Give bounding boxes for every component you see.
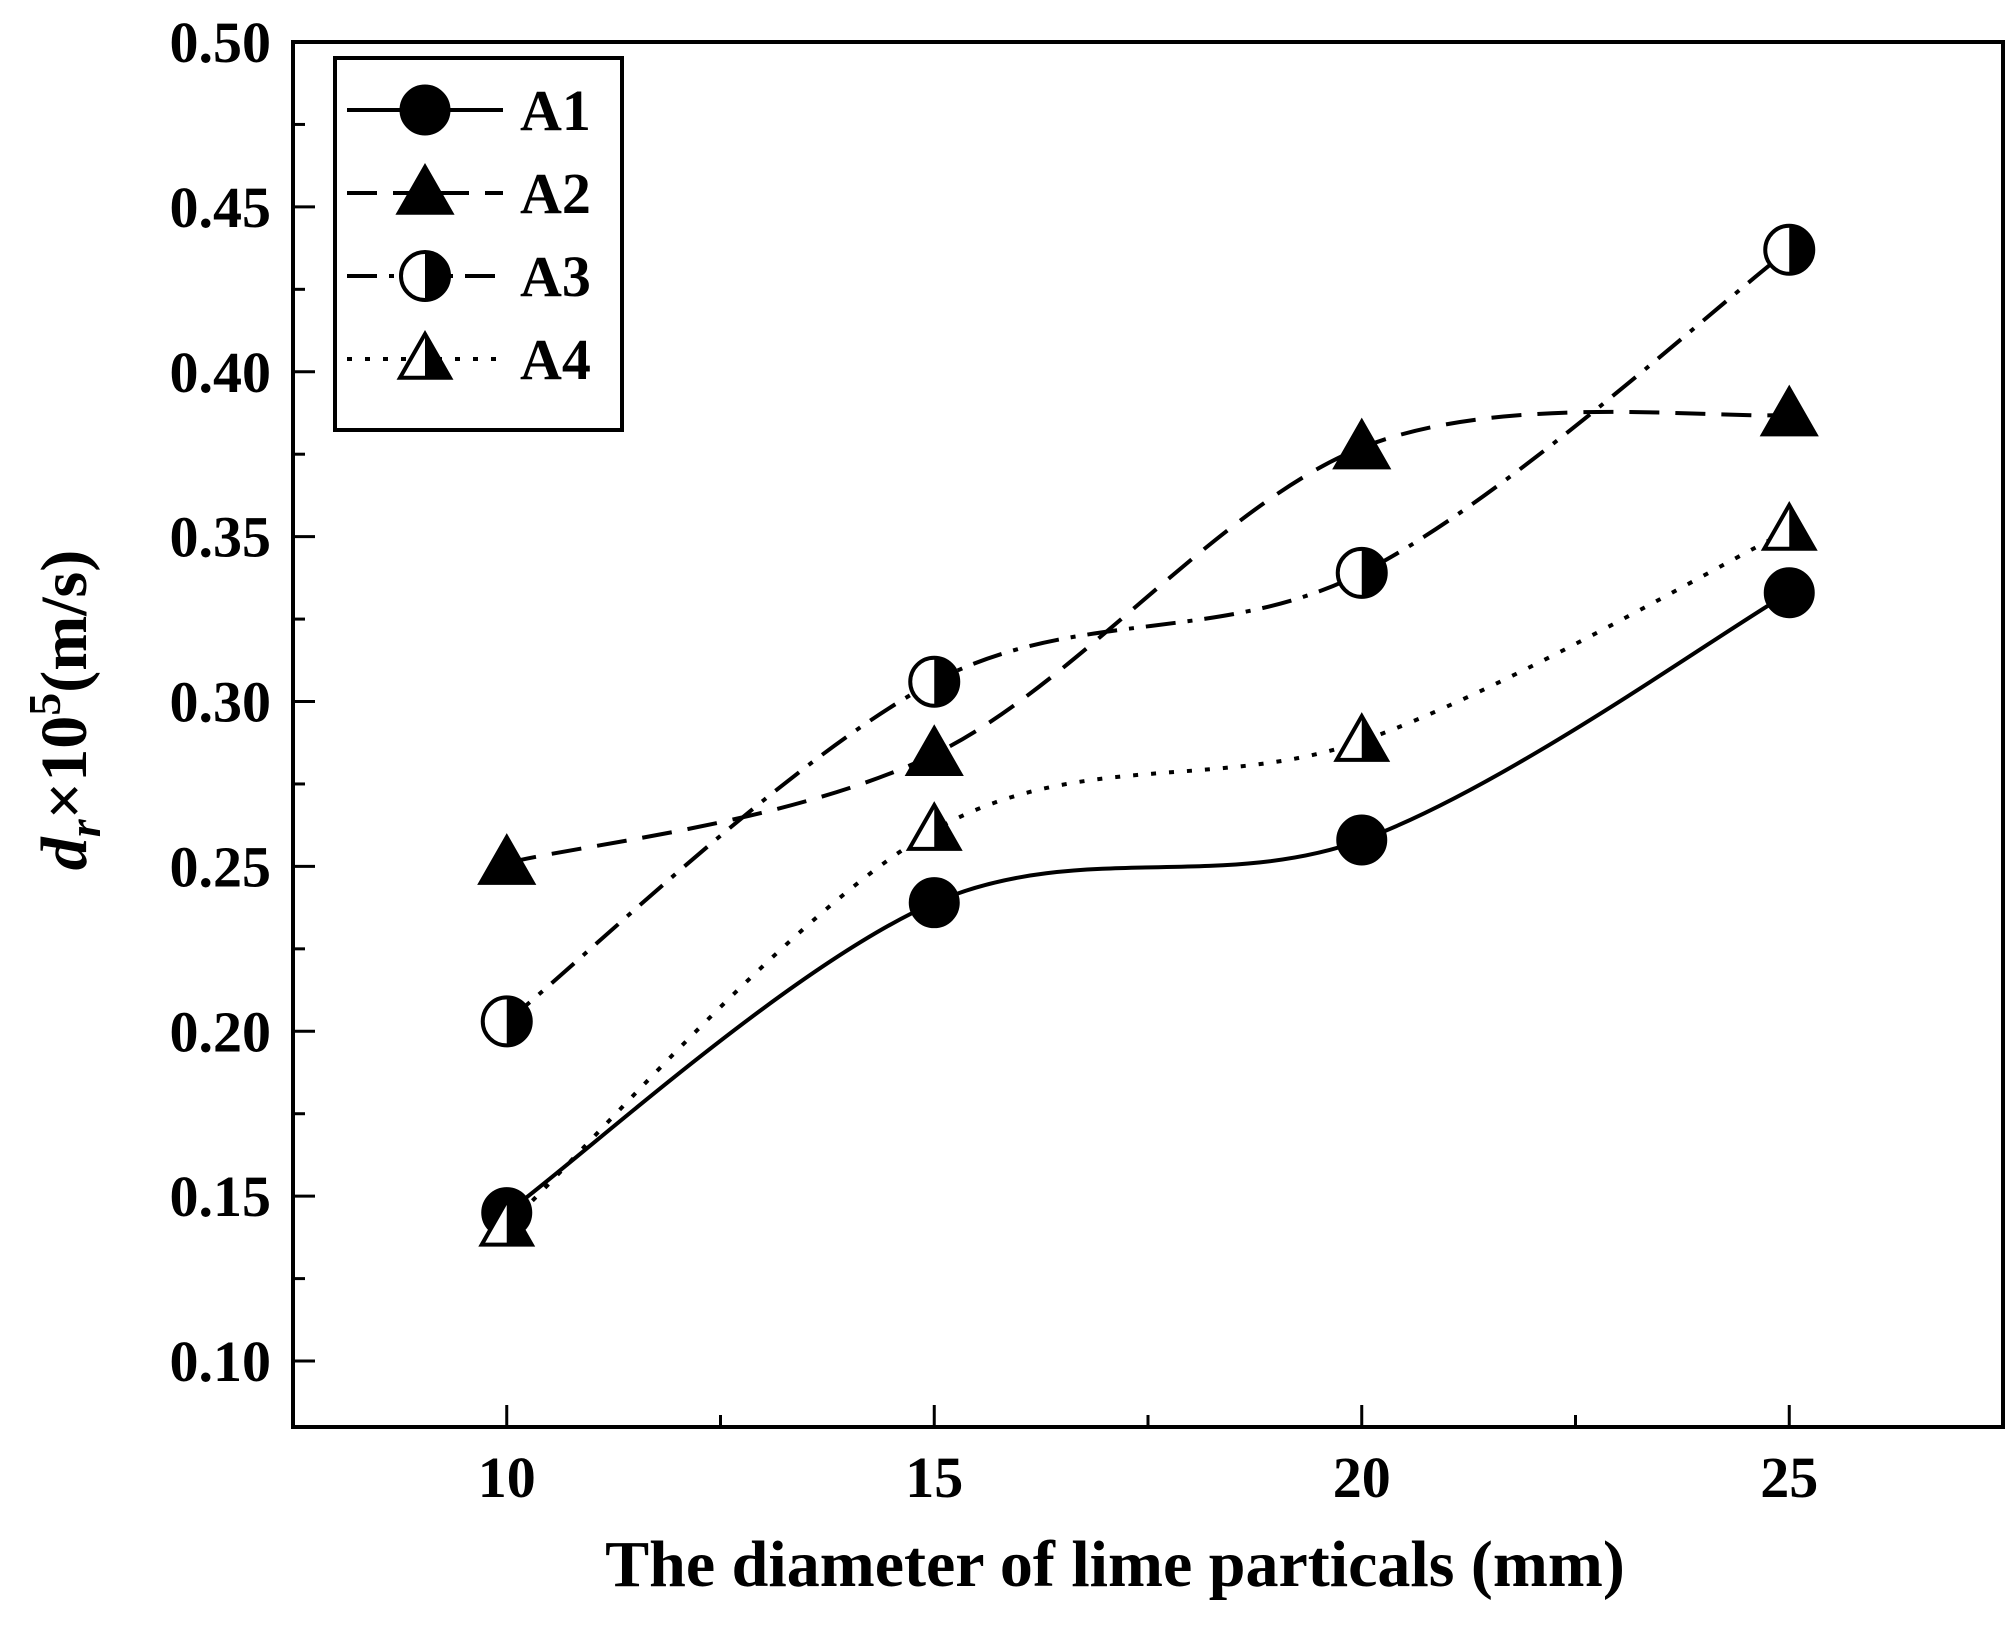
point-a1-20-shape (1336, 814, 1388, 866)
point-a2-10 (477, 833, 537, 885)
point-a1-20 (1336, 814, 1388, 866)
legend-marker-a3 (399, 250, 451, 302)
y-tick-label-7: 0.45 (170, 175, 272, 240)
point-a3-15 (908, 655, 961, 708)
y-axis-title-times: ×10 (28, 716, 101, 820)
axes: 10 15 20 25 0.10 0.15 0.20 0.25 0.30 0.35 0.40 0.45… (170, 10, 2005, 1510)
series-line-a2 (506, 409, 1790, 866)
series-layer (477, 223, 1819, 1247)
x-tick-label-15: 15 (905, 1445, 963, 1510)
legend-label-a1: A1 (520, 78, 591, 143)
point-a2-20-shape (1332, 417, 1392, 470)
legend-marker-a1 (399, 84, 451, 136)
y-axis-title-unit: (m/s) (28, 550, 101, 693)
point-a2-20 (1332, 417, 1392, 470)
legend-label-a3: A3 (520, 244, 591, 309)
y-tick-label-1: 0.15 (170, 1164, 272, 1229)
point-a3-25-half (1789, 225, 1814, 274)
y-tick-label-4: 0.30 (170, 670, 272, 735)
point-a1-15-shape (908, 877, 960, 929)
point-a4-15-half (934, 805, 960, 849)
legend-marker-a1-shape (399, 84, 451, 136)
point-a3-20-half (1361, 548, 1386, 597)
y-tick-label-2: 0.20 (170, 999, 272, 1064)
point-a4-25-half (1789, 505, 1815, 549)
x-axis-title: The diameter of lime particals (mm) (605, 1528, 1625, 1601)
series-line-a1 (505, 590, 1791, 1215)
point-a2-15 (904, 724, 964, 777)
legend-marker-a4-half (425, 334, 450, 378)
y-axis-title-exponent: 5 (19, 693, 70, 716)
legend: A1 A2 A3 A4 (333, 56, 624, 432)
y-tick-label-8: 0.50 (170, 10, 272, 75)
legend-marker-a3-half (425, 252, 449, 300)
x-tick-label-20: 20 (1333, 1445, 1391, 1510)
legend-label-a2: A2 (520, 161, 591, 226)
legend-marker-a2-shape (395, 162, 455, 215)
point-a4-10 (478, 1196, 536, 1247)
point-a1-25 (1763, 567, 1815, 619)
y-axis-title: dr×105(m/s) (19, 550, 110, 870)
legend-box (333, 56, 624, 432)
point-a1-25-shape (1763, 567, 1815, 619)
point-a4-25 (1760, 501, 1818, 551)
point-a4-20-half (1361, 716, 1387, 760)
x-tick-label-10: 10 (478, 1445, 536, 1510)
point-a2-25-shape (1759, 384, 1819, 437)
y-tick-label-3: 0.25 (170, 834, 272, 899)
y-tick-label-5: 0.35 (170, 505, 272, 570)
point-a2-10-shape (477, 833, 537, 885)
x-tick-label-25: 25 (1760, 1445, 1818, 1510)
point-a1-15 (908, 877, 960, 929)
y-axis-title-subscript: r (59, 818, 110, 837)
legend-marker-a2 (395, 162, 455, 215)
legend-label-a4: A4 (520, 327, 591, 392)
y-tick-label-6: 0.40 (170, 340, 272, 405)
point-a3-10-half (506, 997, 531, 1046)
y-tick-label-0: 0.10 (170, 1329, 272, 1394)
point-a3-10 (480, 995, 533, 1048)
point-a2-25 (1759, 384, 1819, 437)
point-a4-10-half (506, 1200, 532, 1245)
point-a3-25 (1763, 223, 1816, 276)
point-a3-15-half (934, 657, 959, 706)
y-axis-title-base: d (28, 836, 101, 870)
series-line-a3 (505, 248, 1791, 1023)
point-a4-20 (1333, 712, 1391, 762)
point-a3-20 (1335, 546, 1388, 599)
series-line-a4 (505, 528, 1791, 1228)
point-a4-15 (905, 801, 963, 851)
point-a2-15-shape (904, 724, 964, 777)
legend-marker-a4 (396, 329, 454, 380)
